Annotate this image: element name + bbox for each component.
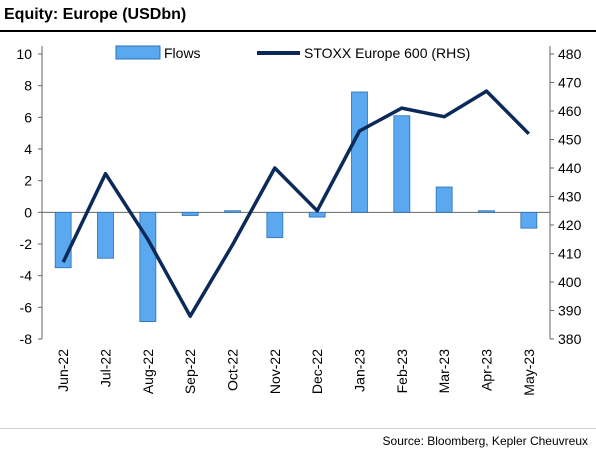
- flows-bar-jan-23: [351, 91, 368, 213]
- x-axis-tick-label: Oct-22: [225, 349, 241, 391]
- legend-label-flows: Flows: [164, 45, 201, 61]
- right-axis-tick-label: 480: [558, 46, 582, 62]
- chart-title: Equity: Europe (USDbn): [4, 6, 187, 23]
- flows-bar-dec-22: [308, 211, 326, 218]
- x-axis-tick-label: Jan-23: [352, 349, 368, 392]
- left-axis-tick-label: 8: [24, 78, 32, 94]
- x-axis-tick-label: Nov-22: [267, 349, 283, 394]
- right-axis-tick-label: 390: [558, 303, 582, 319]
- right-axis-tick-label: 440: [558, 160, 582, 176]
- right-axis-tick-label: 410: [558, 246, 582, 262]
- right-axis-tick-label: 470: [558, 75, 582, 91]
- left-axis-tick-label: -4: [20, 268, 33, 284]
- right-axis-tick-label: 400: [558, 274, 582, 290]
- flows-bar-may-23: [520, 211, 538, 229]
- right-axis-tick-label: 380: [558, 331, 582, 347]
- left-axis-tick-label: -6: [20, 299, 33, 315]
- left-axis-tick-label: 0: [24, 204, 32, 220]
- flows-bar-jul-22: [97, 211, 114, 259]
- legend-label-stoxx: STOXX Europe 600 (RHS): [304, 45, 470, 61]
- right-axis-tick-label: 420: [558, 217, 582, 233]
- source-note: Source: Bloomberg, Kepler Cheuvreux: [382, 434, 588, 448]
- flows-bar-sep-22: [181, 211, 199, 216]
- x-axis-tick-label: Mar-23: [436, 349, 452, 394]
- x-axis-tick-label: May-23: [521, 349, 537, 396]
- x-axis-tick-label: Jun-22: [55, 349, 71, 392]
- right-axis-tick-label: 450: [558, 132, 582, 148]
- stoxx-europe-600-line: [61, 89, 531, 318]
- flows-bar-mar-23: [435, 186, 453, 213]
- left-axis-tick-label: 10: [16, 46, 32, 62]
- left-axis-tick-label: -8: [20, 331, 33, 347]
- left-axis-tick-label: 6: [24, 109, 32, 125]
- x-axis-tick-label: Feb-23: [394, 349, 410, 394]
- right-axis-tick-label: 430: [558, 189, 582, 205]
- flows-bar-oct-22: [224, 210, 241, 213]
- footer-divider: [0, 428, 596, 429]
- right-axis-tick-label: 460: [558, 103, 582, 119]
- left-axis-tick-label: 4: [24, 141, 32, 157]
- chart: Flows STOXX Europe 600 (RHS) -8 -6 -4 -2 0 2 4…: [16, 45, 582, 396]
- legend: Flows STOXX Europe 600 (RHS): [115, 45, 470, 61]
- flows-bar-aug-22: [139, 211, 157, 322]
- flows-bar-apr-23: [478, 210, 495, 213]
- x-axis-tick-label: Aug-22: [140, 349, 156, 394]
- x-axis-tick-label: Jul-22: [98, 349, 114, 387]
- left-axis-tick-label: -2: [20, 236, 33, 252]
- legend-swatch-flows: [115, 45, 161, 60]
- title-divider: [0, 30, 596, 32]
- flows-bar-nov-22: [266, 211, 284, 239]
- x-axis-tick-label: Apr-23: [479, 349, 495, 391]
- left-axis-tick-label: 2: [24, 173, 32, 189]
- x-axis-tick-label: Dec-22: [309, 349, 325, 394]
- x-axis-tick-label: Sep-22: [182, 349, 198, 394]
- flows-bar-feb-23: [393, 115, 411, 213]
